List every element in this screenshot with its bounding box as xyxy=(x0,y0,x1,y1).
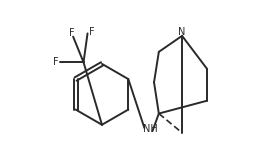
Text: F: F xyxy=(69,28,74,38)
Text: F: F xyxy=(54,57,59,67)
Text: F: F xyxy=(89,27,94,37)
Text: NH: NH xyxy=(143,124,157,134)
Text: N: N xyxy=(178,27,185,37)
